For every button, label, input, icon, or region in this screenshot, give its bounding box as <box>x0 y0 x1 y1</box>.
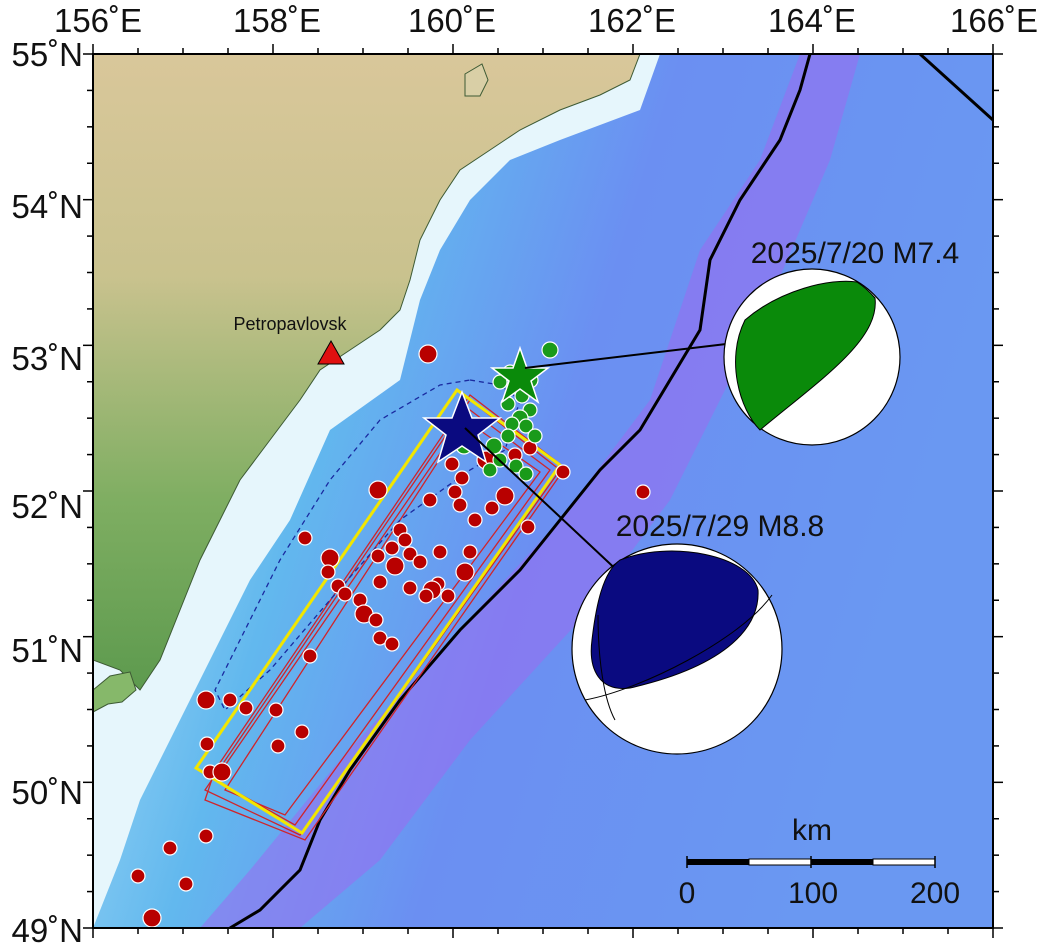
m88-epicenter-star <box>421 389 503 464</box>
aftershock-dot <box>162 840 178 856</box>
m74-label: 2025/7/20 M7.4 <box>751 237 960 270</box>
aftershock-dot <box>485 437 503 455</box>
trench-line <box>229 54 812 928</box>
petropavlovsk-marker <box>317 339 345 365</box>
m88-focal-mechanism <box>571 543 783 755</box>
aftershock-dot <box>199 736 215 752</box>
island <box>93 671 137 713</box>
m74-focal-mechanism <box>723 268 901 446</box>
aftershock-dot <box>541 341 559 359</box>
aftershock-dot <box>402 580 418 596</box>
m88-label: 2025/7/29 M8.8 <box>616 510 825 543</box>
scale-tick-label: 0 <box>679 877 696 910</box>
aftershock-dot <box>294 724 310 740</box>
trench-zone <box>200 54 860 928</box>
aftershock-dot <box>268 702 284 718</box>
aftershock-dot <box>454 470 470 486</box>
aftershock-dot <box>337 586 353 602</box>
aftershock-dot <box>635 484 651 500</box>
aftershock-dot <box>368 480 388 500</box>
aftershock-dot <box>440 588 456 604</box>
aftershock-dot <box>142 908 162 928</box>
kamchatka-land <box>93 54 641 691</box>
aftershock-dot <box>482 462 498 478</box>
aftershock-dot <box>495 486 515 506</box>
aftershock-dot <box>418 588 434 604</box>
aftershock-dot <box>447 484 463 500</box>
aftershock-dot <box>297 530 313 546</box>
aftershock-dot <box>372 630 388 646</box>
aftershock-dot <box>467 512 483 528</box>
lake <box>464 63 489 97</box>
aftershock-dot <box>370 548 386 564</box>
aftershock-dot <box>198 828 214 844</box>
aftershock-dot <box>196 690 216 710</box>
aftershock-dot <box>385 556 405 576</box>
lon-label: 158˚E <box>233 2 321 39</box>
latitude-labels: 55˚N 54˚N 53˚N 52˚N 51˚N 50˚N 49˚N <box>11 36 83 949</box>
lon-label: 160˚E <box>408 2 496 39</box>
graticule-ticks <box>83 44 1003 938</box>
lon-label: 156˚E <box>54 2 142 39</box>
aftershock-dot <box>384 636 400 652</box>
m74-leader <box>524 341 744 369</box>
aftershock-dot <box>520 519 536 535</box>
scale-tick-label: 200 <box>910 877 960 910</box>
aftershock-dot <box>418 344 438 364</box>
aftershock-dot <box>455 562 475 582</box>
lat-label: 49˚N <box>11 912 83 949</box>
aftershock-dot <box>238 700 254 716</box>
m88-leader <box>464 427 623 576</box>
aftershock-dot <box>555 464 571 480</box>
plate-boundary-line <box>918 54 993 122</box>
scale-bar: km 0 100 200 <box>679 814 960 910</box>
aftershock-dot <box>518 466 534 482</box>
aftershock-dot <box>302 648 318 664</box>
aftershock-dot <box>212 762 232 782</box>
aftershock-dot <box>462 544 478 560</box>
aftershock-dot <box>222 692 238 708</box>
lat-label: 55˚N <box>11 36 83 73</box>
aftershock-dot <box>500 428 516 444</box>
aftershock-dot <box>432 544 448 560</box>
lon-label: 166˚E <box>950 2 1038 39</box>
aftershock-dot <box>508 458 524 474</box>
m74-epicenter-star <box>489 345 551 404</box>
aftershock-dot <box>422 492 438 508</box>
aftershock-dot <box>444 456 460 472</box>
aftershock-dot <box>452 497 468 513</box>
lat-label: 53˚N <box>11 340 83 377</box>
aftershock-dot <box>412 554 428 570</box>
longitude-labels: 156˚E 158˚E 160˚E 162˚E 164˚E 166˚E <box>54 2 1038 39</box>
scale-tick-label: 100 <box>788 877 838 910</box>
aftershock-dot <box>320 564 336 580</box>
scale-unit: km <box>792 814 832 847</box>
aftershock-dot <box>402 546 418 562</box>
lat-label: 51˚N <box>11 632 83 669</box>
lon-label: 162˚E <box>588 2 676 39</box>
city-label: Petropavlovsk <box>233 314 347 334</box>
aftershock-dot <box>270 738 286 754</box>
red-aftershocks <box>130 344 651 928</box>
aftershock-dot <box>320 548 340 568</box>
lon-label: 164˚E <box>768 2 856 39</box>
lat-label: 54˚N <box>11 188 83 225</box>
aftershock-dot <box>368 612 384 628</box>
aftershock-dot <box>372 574 388 590</box>
aftershock-dot <box>384 540 400 556</box>
aftershock-dot <box>527 428 543 444</box>
aftershock-dot <box>397 532 413 548</box>
lat-label: 50˚N <box>11 774 83 811</box>
fault-plane-outline <box>193 387 563 836</box>
aftershock-dot <box>178 876 194 892</box>
lat-label: 52˚N <box>11 488 83 525</box>
map-body: Petropavlovsk <box>93 54 993 928</box>
aftershock-dot <box>518 418 534 434</box>
aftershock-dot <box>130 868 146 884</box>
aftershock-dot <box>484 500 500 516</box>
